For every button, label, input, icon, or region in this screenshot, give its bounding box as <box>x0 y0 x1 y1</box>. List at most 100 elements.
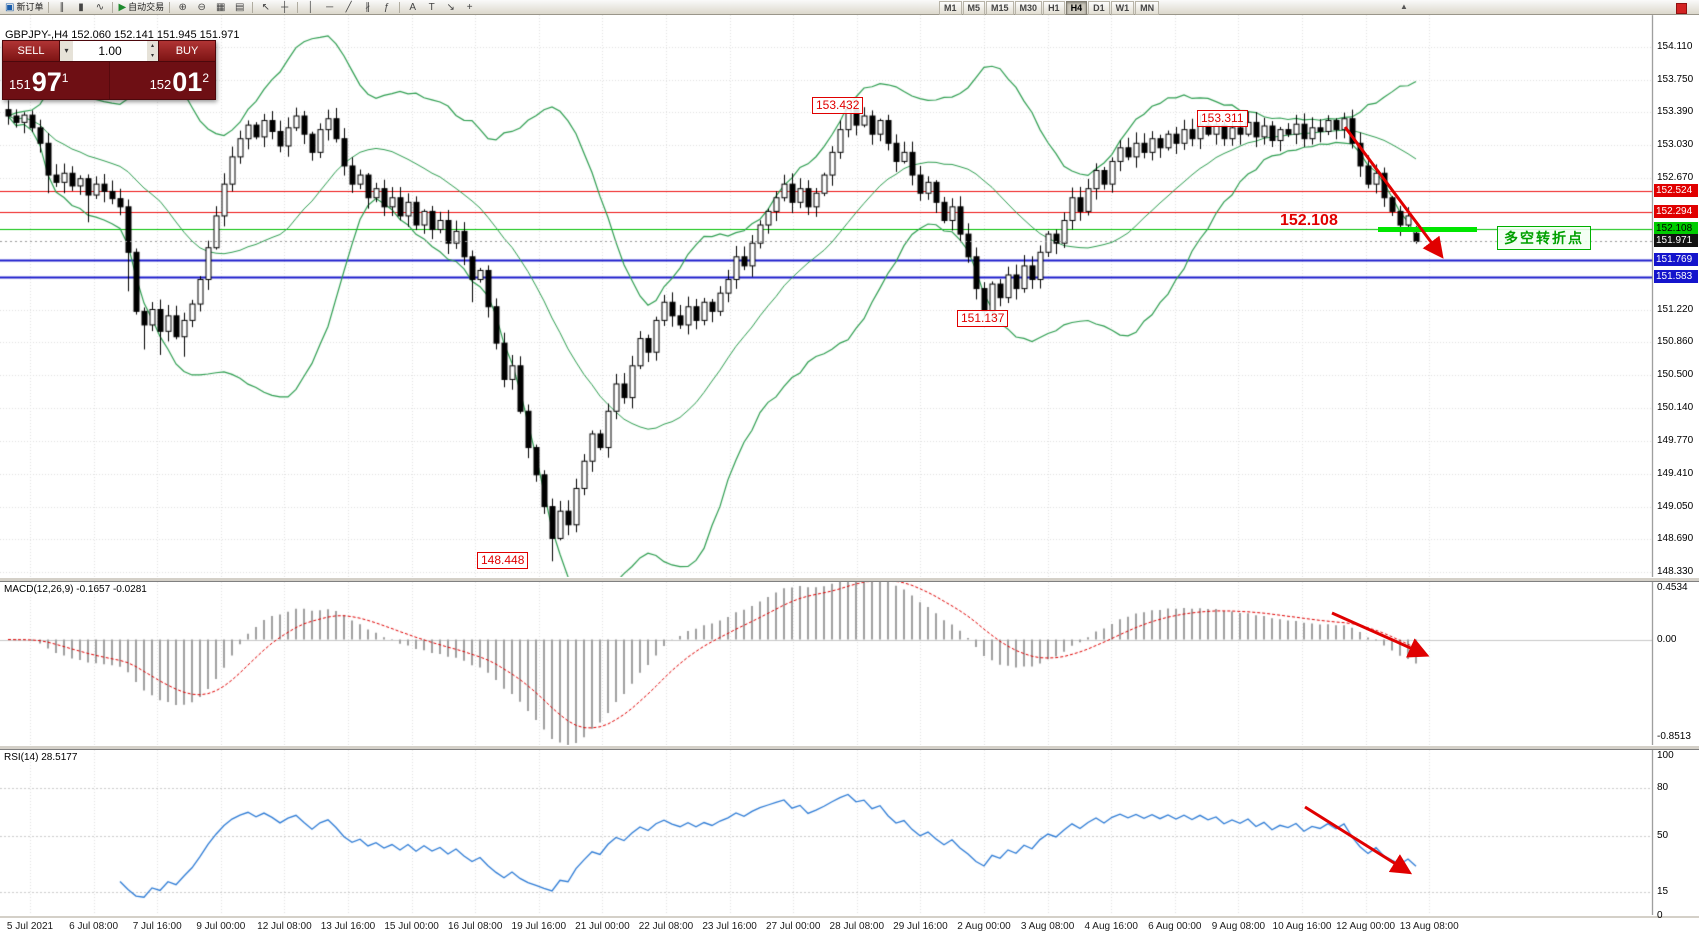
panel-separator[interactable] <box>0 745 1699 750</box>
new-order-button[interactable]: ▣ 新订单 <box>3 1 45 14</box>
toolbar-separator <box>112 1 114 13</box>
price-axis-label: 149.410 <box>1657 467 1694 479</box>
date-label: 10 Aug 16:00 <box>1272 921 1332 932</box>
timeframe-mn[interactable]: MN <box>1135 1 1160 15</box>
line-chart-icon[interactable]: ∿ <box>90 1 109 14</box>
sell-price[interactable]: 151 97 1 <box>3 62 109 99</box>
price-axis-label: 154.110 <box>1657 40 1693 52</box>
crosshair-icon[interactable]: ┼ <box>275 1 294 14</box>
alert-icon[interactable] <box>1676 3 1687 14</box>
rsi-axis-label: 15 <box>1657 886 1669 897</box>
rsi-label: RSI(14) 28.5177 <box>4 752 78 763</box>
candle-chart-icon[interactable]: ▮ <box>71 1 90 14</box>
zoom-in-icon[interactable]: ⊕ <box>173 1 192 14</box>
buy-price-big: 01 <box>172 67 203 97</box>
timeframe-w1[interactable]: W1 <box>1110 1 1135 15</box>
sell-price-big: 97 <box>31 67 62 97</box>
sell-price-sup: 1 <box>61 71 69 85</box>
sell-button[interactable]: SELL <box>3 41 59 61</box>
date-label: 7 Jul 16:00 <box>132 921 182 932</box>
price-annotation-box[interactable]: 151.137 <box>957 310 1009 327</box>
date-label: 16 Jul 08:00 <box>447 921 503 932</box>
macd-label: MACD(12,26,9) -0.1657 -0.0281 <box>4 584 147 595</box>
date-label: 13 Jul 16:00 <box>320 921 376 932</box>
timeframe-group: M1 M5 M15 M30 H1 H4 D1 W1 MN <box>939 1 1160 15</box>
one-click-trading-panel: SELL ▾ 1.00 ▴ ▾ BUY 151 97 1 152 01 2 <box>2 40 216 100</box>
timeframe-h4[interactable]: H4 <box>1065 1 1088 15</box>
toolbar-separator <box>252 1 254 13</box>
timeframe-m30[interactable]: M30 <box>1014 1 1043 15</box>
price-axis-label: 150.860 <box>1657 336 1694 348</box>
price-axis-label: 149.050 <box>1657 500 1694 512</box>
text-icon[interactable]: A <box>403 1 422 14</box>
new-order-button-glyph: ▣ <box>5 1 15 13</box>
price-axis-label: 150.140 <box>1657 401 1694 413</box>
volume-spinner[interactable]: ▴ ▾ <box>147 41 158 61</box>
date-label: 3 Aug 08:00 <box>1020 921 1075 932</box>
price-axis-label: 149.770 <box>1657 435 1694 447</box>
date-label: 27 Jul 00:00 <box>765 921 821 932</box>
zoom-in-icon-glyph: ⊕ <box>178 1 187 13</box>
support-level-segment[interactable] <box>1378 227 1477 232</box>
buy-price-sup: 2 <box>202 71 209 85</box>
buy-price[interactable]: 152 01 2 <box>108 62 216 99</box>
timeframe-m15[interactable]: M15 <box>986 1 1014 15</box>
timeframe-h1[interactable]: H1 <box>1043 1 1065 15</box>
date-label: 15 Jul 00:00 <box>384 921 439 932</box>
indicators-icon[interactable]: + <box>460 1 479 14</box>
new-chart-icon[interactable]: ▤ <box>230 1 249 14</box>
bar-chart-icon-glyph: ∥ <box>59 1 65 13</box>
price-annotation-box[interactable]: 148.448 <box>477 552 529 569</box>
buy-button[interactable]: BUY <box>159 41 215 61</box>
trade-panel-prices: 151 97 1 152 01 2 <box>3 62 215 99</box>
fibonacci-icon-glyph: ƒ <box>383 1 390 13</box>
price-axis-label: 151.220 <box>1657 303 1694 315</box>
tile-windows-icon[interactable]: ▦ <box>211 1 230 14</box>
text-label-icon-glyph: T <box>428 1 435 13</box>
autotrading-button[interactable]: ▶ 自动交易 <box>116 1 166 14</box>
date-label: 19 Jul 16:00 <box>511 921 567 932</box>
toolbar: ▣ 新订单 ∥ ▮ ∿ ▶ 自动交易 ⊕ ⊖ ▦ ▤ ↖ ┼ │ ─ ╱ ∦ ƒ A T ↘ + M1 M5 M15 M30 H1 H… <box>0 0 1699 15</box>
autotrading-button-text: 自动交易 <box>128 1 165 12</box>
cursor-icon[interactable]: ↖ <box>256 1 275 14</box>
channel-icon[interactable]: ∦ <box>358 1 377 14</box>
date-label: 13 Aug 08:00 <box>1399 921 1459 932</box>
price-level-note[interactable]: 152.108 <box>1280 212 1338 229</box>
price-axis-label: 152.294 <box>1654 204 1698 218</box>
text-label-icon[interactable]: T <box>422 1 441 14</box>
price-axis-label: 152.524 <box>1654 184 1698 198</box>
panel-separator[interactable] <box>0 577 1699 582</box>
date-label: 9 Jul 00:00 <box>196 921 246 932</box>
date-label: 21 Jul 00:00 <box>575 921 630 932</box>
chart-symbol-title: GBPJPY-,H4 152.060 152.141 151.945 151.9… <box>5 29 240 41</box>
price-annotation-box[interactable]: 153.432 <box>812 97 864 114</box>
fibonacci-icon[interactable]: ƒ <box>377 1 396 14</box>
scroll-up-icon[interactable]: ▲ <box>1400 2 1408 11</box>
volume-value: 1.00 <box>98 44 122 58</box>
new-chart-icon-glyph: ▤ <box>234 1 245 13</box>
turning-point-note[interactable]: 多空转折点 <box>1497 226 1591 250</box>
price-axis-label: 151.769 <box>1654 252 1698 266</box>
price-axis-label: 148.330 <box>1657 566 1694 578</box>
trendline-icon-glyph: ╱ <box>345 1 352 13</box>
price-annotation-box[interactable]: 153.311 <box>1197 110 1248 127</box>
vertical-line-icon-glyph: │ <box>307 1 314 13</box>
trendline-icon[interactable]: ╱ <box>339 1 358 14</box>
date-label: 22 Jul 08:00 <box>638 921 694 932</box>
date-label: 9 Aug 08:00 <box>1211 921 1266 932</box>
volume-dropdown-icon[interactable]: ▾ <box>60 41 73 61</box>
vertical-line-icon[interactable]: │ <box>301 1 320 14</box>
timeframe-m1[interactable]: M1 <box>939 1 962 15</box>
timeframe-d1[interactable]: D1 <box>1088 1 1110 15</box>
date-label: 29 Jul 16:00 <box>893 921 948 932</box>
arrows-icon[interactable]: ↘ <box>441 1 460 14</box>
bar-chart-icon[interactable]: ∥ <box>52 1 71 14</box>
timeframe-m5[interactable]: M5 <box>962 1 986 15</box>
new-order-button-text: 新订单 <box>16 1 44 12</box>
text-icon-glyph: A <box>409 1 417 13</box>
zoom-out-icon[interactable]: ⊖ <box>192 1 211 14</box>
date-label: 12 Jul 08:00 <box>257 921 312 932</box>
volume-input[interactable]: ▾ 1.00 ▴ ▾ <box>59 41 159 61</box>
horizontal-line-icon[interactable]: ─ <box>320 1 339 14</box>
